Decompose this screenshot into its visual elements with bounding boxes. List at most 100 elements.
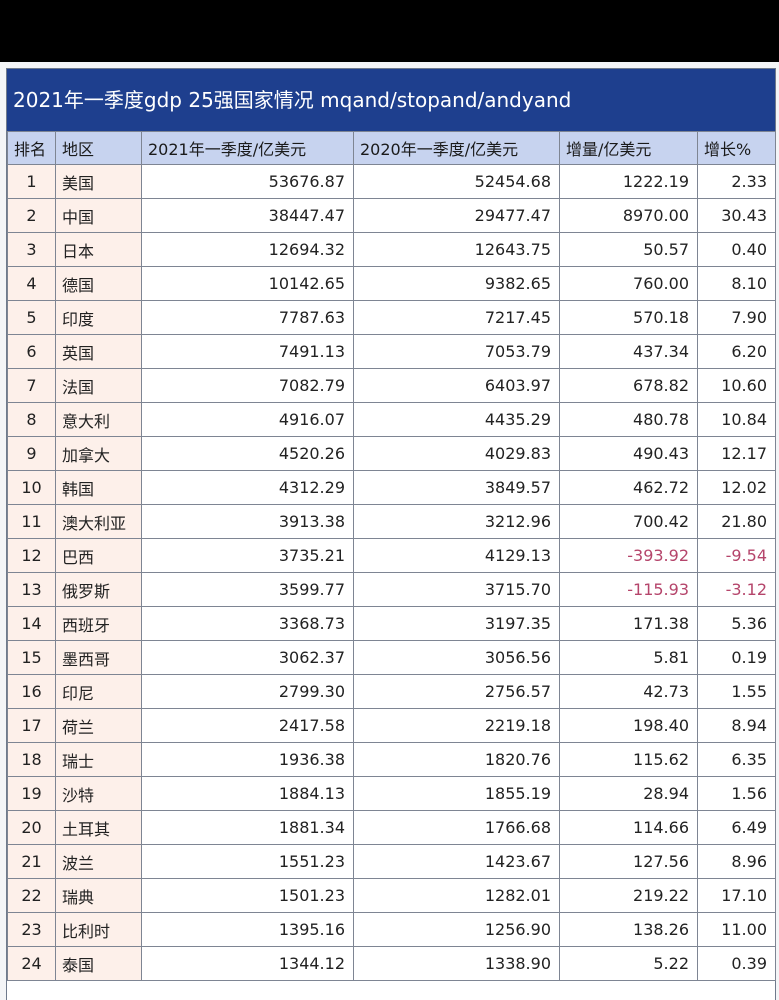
table-row: 2 中国 38447.47 29477.47 8970.00 30.43 [7,198,776,233]
gdp2021-cell: 7491.13 [141,334,354,369]
table-row: 9 加拿大 4520.26 4029.83 490.43 12.17 [7,436,776,471]
gdp2021-cell: 3062.37 [141,640,354,675]
region-cell: 荷兰 [55,708,142,743]
gdp2020-cell: 29477.47 [353,198,560,233]
rank-cell: 20 [7,810,56,845]
table-row: 23 比利时 1395.16 1256.90 138.26 11.00 [7,912,776,947]
gdp2020-cell: 1338.90 [353,946,560,981]
region-cell: 澳大利亚 [55,504,142,539]
increase-cell: 490.43 [559,436,698,471]
growth-cell: 0.40 [697,232,776,267]
gdp2020-cell: 7053.79 [353,334,560,369]
growth-cell: 6.35 [697,742,776,777]
gdp2020-cell: 6403.97 [353,368,560,403]
region-cell: 法国 [55,368,142,403]
rank-cell: 14 [7,606,56,641]
increase-cell: 42.73 [559,674,698,709]
table-row: 11 澳大利亚 3913.38 3212.96 700.42 21.80 [7,504,776,539]
gdp2021-cell: 1936.38 [141,742,354,777]
gdp2020-cell: 1766.68 [353,810,560,845]
gdp2020-cell: 3715.70 [353,572,560,607]
rank-cell: 11 [7,504,56,539]
rank-cell: 16 [7,674,56,709]
gdp2021-cell: 1395.16 [141,912,354,947]
table-row: 12 巴西 3735.21 4129.13 -393.92 -9.54 [7,538,776,573]
increase-cell: 570.18 [559,300,698,335]
table-row: 10 韩国 4312.29 3849.57 462.72 12.02 [7,470,776,505]
growth-cell: 10.84 [697,402,776,437]
gdp2020-cell: 3849.57 [353,470,560,505]
region-cell: 波兰 [55,844,142,879]
gdp2021-cell: 1881.34 [141,810,354,845]
gdp2020-cell: 4435.29 [353,402,560,437]
growth-cell: 30.43 [697,198,776,233]
growth-cell: 8.94 [697,708,776,743]
region-cell: 韩国 [55,470,142,505]
gdp2021-cell: 4520.26 [141,436,354,471]
col-header-rank: 排名 [7,131,56,165]
table-title: 2021年一季度gdp 25强国家情况 mqand/stopand/andyan… [7,69,775,131]
rank-cell: 13 [7,572,56,607]
region-cell: 印尼 [55,674,142,709]
table-screenshot: 2021年一季度gdp 25强国家情况 mqand/stopand/andyan… [0,62,779,1000]
increase-cell: 219.22 [559,878,698,913]
region-cell: 俄罗斯 [55,572,142,607]
increase-cell: 28.94 [559,776,698,811]
rank-cell: 12 [7,538,56,573]
gdp2020-cell: 3197.35 [353,606,560,641]
table-row: 1 美国 53676.87 52454.68 1222.19 2.33 [7,164,776,199]
col-header-gdp2021: 2021年一季度/亿美元 [141,131,354,165]
table-row: 13 俄罗斯 3599.77 3715.70 -115.93 -3.12 [7,572,776,607]
gdp2020-cell: 9382.65 [353,266,560,301]
table-row: 21 波兰 1551.23 1423.67 127.56 8.96 [7,844,776,879]
increase-cell: 700.42 [559,504,698,539]
region-cell: 泰国 [55,946,142,981]
growth-cell: 12.02 [697,470,776,505]
gdp2020-cell: 2219.18 [353,708,560,743]
region-cell: 巴西 [55,538,142,573]
growth-cell: 1.56 [697,776,776,811]
region-cell: 印度 [55,300,142,335]
gdp2021-cell: 7082.79 [141,368,354,403]
gdp2021-cell: 3913.38 [141,504,354,539]
table-row: 24 泰国 1344.12 1338.90 5.22 0.39 [7,946,776,981]
col-header-increase: 增量/亿美元 [559,131,698,165]
rank-cell: 15 [7,640,56,675]
rank-cell: 6 [7,334,56,369]
region-cell: 沙特 [55,776,142,811]
gdp2021-cell: 2799.30 [141,674,354,709]
gdp2021-cell: 4916.07 [141,402,354,437]
gdp2020-cell: 2756.57 [353,674,560,709]
increase-cell: 198.40 [559,708,698,743]
gdp2020-cell: 7217.45 [353,300,560,335]
rank-cell: 18 [7,742,56,777]
gdp2020-cell: 1855.19 [353,776,560,811]
growth-cell: 21.80 [697,504,776,539]
gdp2021-cell: 1344.12 [141,946,354,981]
growth-cell: 6.49 [697,810,776,845]
gdp2021-cell: 3735.21 [141,538,354,573]
increase-cell: 5.81 [559,640,698,675]
gdp2021-cell: 12694.32 [141,232,354,267]
rank-cell: 22 [7,878,56,913]
rank-cell: 21 [7,844,56,879]
table-row: 7 法国 7082.79 6403.97 678.82 10.60 [7,368,776,403]
rank-cell: 2 [7,198,56,233]
region-cell: 西班牙 [55,606,142,641]
gdp2021-cell: 3368.73 [141,606,354,641]
table-row: 20 土耳其 1881.34 1766.68 114.66 6.49 [7,810,776,845]
rank-cell: 9 [7,436,56,471]
growth-cell: 12.17 [697,436,776,471]
rank-cell: 3 [7,232,56,267]
region-cell: 墨西哥 [55,640,142,675]
table-frame: 2021年一季度gdp 25强国家情况 mqand/stopand/andyan… [6,68,776,1000]
growth-cell: 11.00 [697,912,776,947]
gdp2021-cell: 1884.13 [141,776,354,811]
region-cell: 德国 [55,266,142,301]
table-row: 22 瑞典 1501.23 1282.01 219.22 17.10 [7,878,776,913]
gdp2021-cell: 38447.47 [141,198,354,233]
growth-cell: -9.54 [697,538,776,573]
gdp2021-cell: 7787.63 [141,300,354,335]
gdp2020-cell: 1820.76 [353,742,560,777]
rank-cell: 19 [7,776,56,811]
